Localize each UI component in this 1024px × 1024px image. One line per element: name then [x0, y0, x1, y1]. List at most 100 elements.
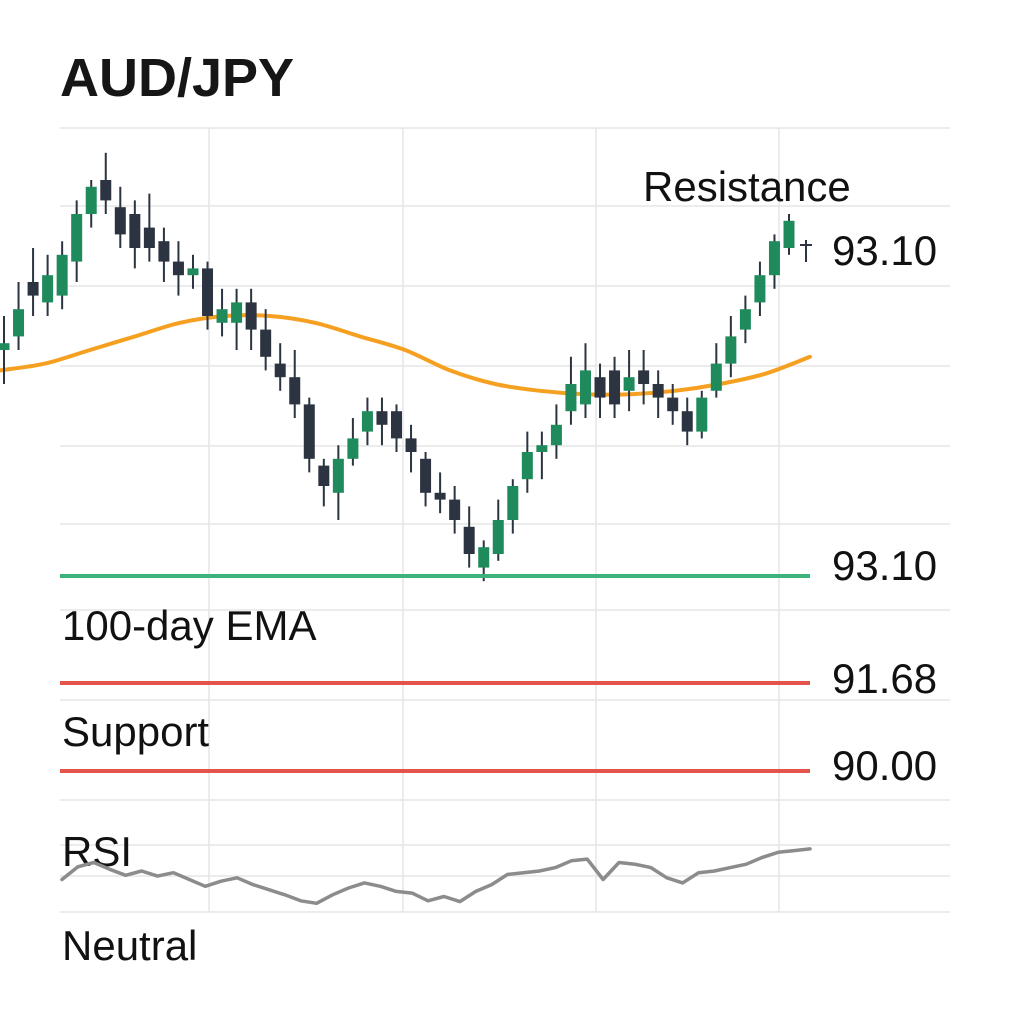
candle-body	[710, 363, 722, 391]
candle-body	[507, 486, 519, 520]
candle-body	[231, 302, 243, 323]
candle	[623, 350, 635, 412]
candle	[158, 227, 170, 282]
candle-body	[638, 370, 650, 384]
candle	[783, 214, 795, 255]
candle	[710, 343, 722, 398]
candle	[129, 200, 141, 269]
candle-body	[274, 363, 286, 378]
candle-body	[216, 309, 228, 323]
candle-body	[42, 275, 54, 303]
candle-body	[143, 227, 155, 248]
candle	[172, 241, 184, 296]
candle-body	[594, 377, 606, 398]
candle-body	[725, 336, 737, 364]
candle	[376, 397, 388, 446]
candle-body	[376, 411, 388, 425]
candle-body	[187, 268, 199, 276]
candle-body	[652, 384, 664, 398]
candle	[754, 261, 766, 316]
candle-body	[623, 377, 635, 391]
rsi-state-label: Neutral	[62, 922, 197, 969]
candle	[42, 254, 54, 316]
candle	[681, 397, 693, 446]
candle	[100, 152, 112, 214]
candle-body	[521, 452, 533, 480]
candle	[332, 445, 344, 520]
ema-curve	[0, 313, 812, 397]
candle	[405, 424, 417, 473]
candle-body	[260, 329, 272, 357]
candle-body	[129, 214, 141, 248]
candle-body	[13, 309, 25, 337]
candle-body	[71, 214, 83, 262]
candle	[202, 261, 214, 330]
candle-body	[783, 220, 795, 248]
candle-body	[202, 268, 214, 316]
candle	[507, 479, 519, 534]
support-value: 90.00	[832, 742, 937, 789]
candle	[768, 234, 780, 289]
candle	[638, 350, 650, 405]
candle	[521, 431, 533, 493]
candle-body	[100, 180, 112, 201]
candle	[725, 316, 737, 378]
candle-body	[347, 438, 359, 459]
candle-body	[361, 411, 373, 432]
candle	[245, 288, 257, 350]
candle	[463, 506, 475, 568]
candle-body	[245, 302, 257, 330]
support-label: Support	[62, 708, 209, 755]
candle-body	[303, 404, 315, 459]
candle-body	[449, 499, 461, 520]
candle	[391, 404, 402, 452]
candle	[361, 397, 373, 446]
candle-body	[85, 186, 97, 214]
candle	[289, 350, 301, 418]
candle	[579, 343, 591, 418]
candle-body	[681, 411, 693, 432]
candle	[536, 431, 548, 480]
candle-body	[391, 411, 402, 439]
candle	[550, 404, 562, 459]
candle	[565, 356, 577, 425]
resistance-value: 93.10	[832, 227, 937, 274]
candle	[696, 390, 708, 439]
candle-body	[492, 520, 504, 554]
candle-body	[579, 370, 591, 405]
rsi-label: RSI	[62, 828, 132, 875]
candle	[434, 472, 446, 514]
candle	[274, 343, 286, 391]
candle-body	[768, 241, 780, 276]
candle	[449, 486, 461, 534]
candle	[318, 458, 330, 507]
candle	[667, 384, 679, 425]
level-green-value: 93.10	[832, 542, 937, 589]
candle-body	[332, 458, 344, 493]
candle	[0, 316, 10, 384]
candle	[739, 295, 751, 344]
candle-body	[318, 465, 330, 486]
candle-body	[0, 343, 10, 350]
candle-body	[434, 492, 446, 500]
candle	[347, 418, 359, 466]
candle-body	[158, 241, 170, 262]
candle	[187, 254, 199, 289]
ema-value: 91.68	[832, 655, 937, 702]
resistance-marker-icon	[800, 240, 812, 262]
candle-body	[565, 384, 577, 412]
candle	[56, 241, 68, 310]
grid-lines	[60, 127, 950, 913]
candle	[71, 200, 83, 282]
candle	[231, 288, 243, 350]
candle	[216, 288, 228, 337]
candle-body	[667, 397, 679, 412]
candle-body	[420, 458, 432, 493]
candle-body	[739, 309, 751, 330]
chart-title: AUD/JPY	[60, 48, 294, 108]
candle	[420, 452, 432, 507]
candle	[609, 356, 621, 418]
candle	[27, 248, 39, 316]
candle	[652, 370, 664, 418]
